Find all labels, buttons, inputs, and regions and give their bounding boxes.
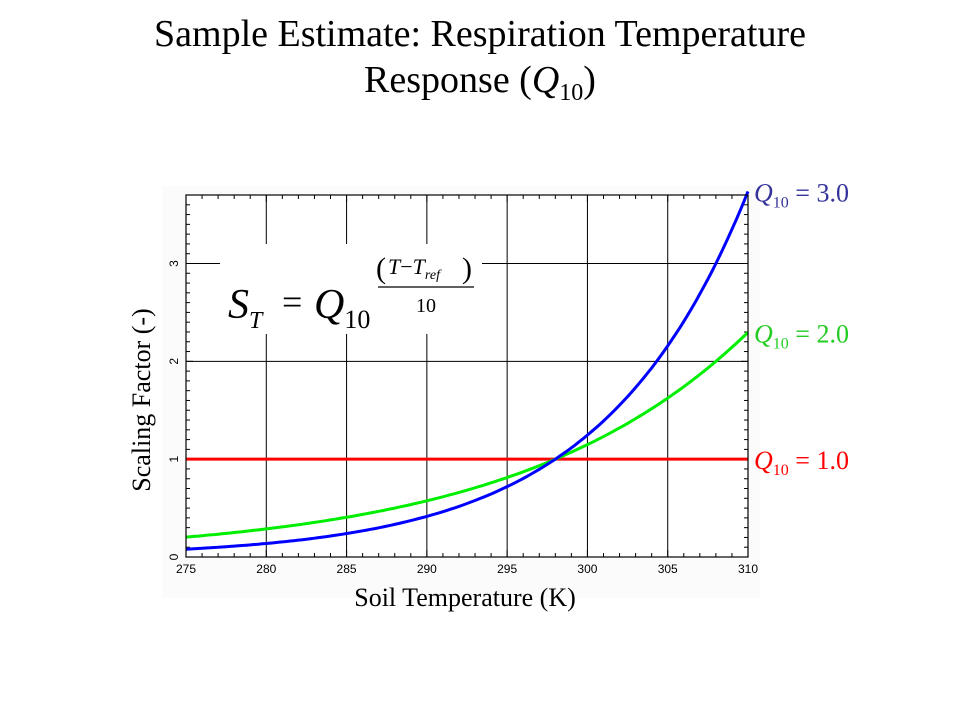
x-tick-label: 275 — [176, 562, 196, 576]
x-tick-label: 310 — [738, 562, 758, 576]
y-tick-label: 3 — [167, 260, 181, 267]
y-tick-labels: 0 1 2 3 — [167, 260, 181, 561]
series-label-2: Q10 = 2.0 — [754, 319, 849, 352]
formula-exp-tref: T — [413, 254, 427, 279]
minor-ticks — [185, 194, 749, 558]
series-line-2 — [185, 331, 750, 539]
x-tick-label: 285 — [337, 562, 357, 576]
series-line-3 — [185, 190, 750, 551]
formula-equals: = — [282, 282, 302, 322]
y-tick-label: 2 — [167, 358, 181, 365]
title-line-2-sub: 10 — [559, 79, 584, 106]
formula-base-q: Q — [314, 282, 344, 328]
title-line-1: Sample Estimate: Respiration Temperature — [154, 13, 806, 55]
formula-box — [220, 244, 482, 334]
formula-exp-denominator: 10 — [416, 295, 436, 317]
x-axis-label: Soil Temperature (K) — [354, 583, 576, 612]
y-tick-label: 0 — [167, 553, 181, 560]
formula-exp-minus: − — [400, 254, 412, 279]
title-line-2-suffix: ) — [583, 58, 596, 101]
series-labels: Q10 = 1.0 Q10 = 2.0 Q10 = 3.0 — [754, 178, 849, 479]
formula-exp-tref-sub: ref — [425, 268, 442, 283]
title-line-2-prefix: Response ( — [364, 58, 532, 101]
formula-exp-numerator: T−Tref — [388, 254, 442, 283]
series-lines — [185, 190, 750, 551]
x-tick-labels: 275 280 285 290 295 300 305 310 — [176, 562, 758, 576]
x-tick-label: 305 — [658, 562, 678, 576]
y-axis-label: Scaling Factor (-) — [127, 308, 156, 491]
series-label-1: Q10 = 1.0 — [754, 446, 849, 479]
title-line-2: Response (Q10) — [0, 58, 960, 108]
formula-base-sub: 10 — [344, 305, 370, 334]
formula: ST = Q10 ( T−Tref ) 10 — [220, 244, 482, 334]
formula-exp-open-paren: ( — [376, 252, 386, 285]
y-tick-label: 1 — [167, 456, 181, 463]
chart-title: Sample Estimate: Respiration Temperature… — [0, 12, 960, 107]
series-label-3: Q10 = 3.0 — [754, 178, 849, 211]
x-tick-label: 300 — [577, 562, 597, 576]
x-tick-label: 295 — [497, 562, 517, 576]
formula-exp-close-paren: ) — [462, 252, 472, 285]
formula-lhs-sub: T — [249, 308, 264, 334]
title-line-2-q: Q — [531, 58, 560, 101]
x-tick-label: 290 — [417, 562, 437, 576]
x-tick-label: 280 — [256, 562, 276, 576]
formula-lhs-s: S — [228, 282, 249, 328]
formula-lhs: ST — [228, 282, 264, 334]
formula-base: Q10 — [314, 282, 370, 334]
formula-exp-t: T — [388, 254, 402, 279]
plot-frame — [185, 194, 749, 558]
